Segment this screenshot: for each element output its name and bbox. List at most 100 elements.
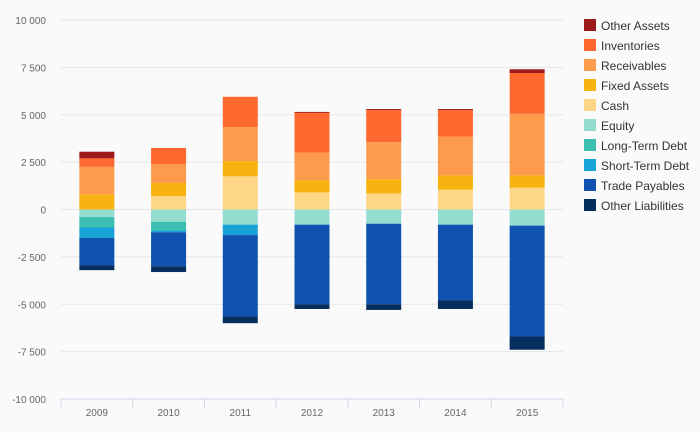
bar-segment-equity-2012 xyxy=(294,209,330,225)
bar-segment-receivables-2014 xyxy=(437,136,473,176)
bar-segment-equity-2011 xyxy=(222,209,258,225)
bar-segment-other-assets-2012 xyxy=(294,111,330,113)
legend-swatch xyxy=(584,159,596,171)
legend-swatch xyxy=(584,179,596,191)
legend-swatch xyxy=(584,199,596,211)
legend-swatch xyxy=(584,139,596,151)
y-tick-label: 10 000 xyxy=(15,16,46,27)
bar-segment-inventories-2011 xyxy=(222,96,258,128)
legend-label: Other Assets xyxy=(601,19,670,33)
bar-segment-short-term-debt-2009 xyxy=(79,227,115,238)
y-tick-label: 0 xyxy=(40,206,46,217)
bar-segment-cash-2014 xyxy=(437,189,473,210)
x-tick-label: 2009 xyxy=(86,408,109,419)
bar-segment-trade-payables-2010 xyxy=(151,232,187,267)
legend-item[interactable]: Short-Term Debt xyxy=(584,159,690,173)
bar-segment-fixed-assets-2009 xyxy=(79,194,115,210)
bar-segment-cash-2015 xyxy=(509,187,545,210)
legend-item[interactable]: Long-Term Debt xyxy=(584,139,688,153)
legend-swatch xyxy=(584,19,596,31)
legend-swatch xyxy=(584,39,596,51)
legend-label: Fixed Assets xyxy=(601,79,669,93)
bar-segment-cash-2011 xyxy=(222,176,258,210)
y-tick-label: -2 500 xyxy=(18,253,47,264)
bar-segment-inventories-2014 xyxy=(437,110,473,137)
bar-segment-other-assets-2015 xyxy=(509,69,545,74)
bar-segment-other-liabilities-2015 xyxy=(509,336,545,350)
bar-segment-inventories-2015 xyxy=(509,73,545,114)
legend-swatch xyxy=(584,119,596,131)
legend-item[interactable]: Other Assets xyxy=(584,19,670,33)
y-tick-label: 5 000 xyxy=(21,111,46,122)
y-tick-label: 7 500 xyxy=(21,63,46,74)
bar-segment-trade-payables-2015 xyxy=(509,225,545,337)
legend-item[interactable]: Receivables xyxy=(584,59,666,73)
x-tick-label: 2011 xyxy=(230,408,252,419)
bars xyxy=(79,69,545,350)
legend-item[interactable]: Equity xyxy=(584,119,634,133)
bar-segment-fixed-assets-2014 xyxy=(437,175,473,190)
y-tick-label: -7 500 xyxy=(18,348,47,359)
legend-item[interactable]: Trade Payables xyxy=(584,179,685,193)
bar-segment-receivables-2010 xyxy=(151,164,187,183)
bar-segment-equity-2014 xyxy=(437,209,473,225)
bar-segment-other-liabilities-2013 xyxy=(366,304,402,310)
x-tick-label: 2012 xyxy=(301,408,324,419)
bar-segment-cash-2012 xyxy=(294,192,330,210)
bar-segment-fixed-assets-2011 xyxy=(222,161,258,177)
bar-segment-fixed-assets-2012 xyxy=(294,180,330,193)
bar-segment-receivables-2009 xyxy=(79,166,115,195)
bar-segment-trade-payables-2014 xyxy=(437,224,473,301)
bar-segment-trade-payables-2012 xyxy=(294,224,330,305)
x-tick-label: 2013 xyxy=(373,408,396,419)
bar-segment-other-assets-2009 xyxy=(79,151,115,159)
bar-segment-fixed-assets-2015 xyxy=(509,175,545,188)
bar-segment-cash-2013 xyxy=(366,193,402,210)
legend-label: Inventories xyxy=(601,39,660,53)
bar-segment-inventories-2013 xyxy=(366,110,402,143)
legend-label: Receivables xyxy=(601,59,666,73)
bar-segment-receivables-2012 xyxy=(294,152,330,181)
bar-segment-other-liabilities-2009 xyxy=(79,265,115,271)
bar-segment-other-liabilities-2011 xyxy=(222,316,258,324)
legend-swatch xyxy=(584,99,596,111)
legend-swatch xyxy=(584,59,596,71)
legend-item[interactable]: Other Liabilities xyxy=(584,199,684,213)
bar-segment-other-liabilities-2014 xyxy=(437,300,473,309)
legend-swatch xyxy=(584,79,596,91)
bar-segment-other-liabilities-2012 xyxy=(294,304,330,309)
bar-segment-trade-payables-2011 xyxy=(222,235,258,317)
y-axis-ticks: 10 000 7 500 5 000 2 500 0 -2 500 -5 000 -7 500… xyxy=(12,16,46,406)
bar-segment-trade-payables-2013 xyxy=(366,223,402,305)
bar-segment-equity-2015 xyxy=(509,209,545,226)
bar-segment-fixed-assets-2010 xyxy=(151,182,187,197)
y-tick-label: -5 000 xyxy=(18,300,47,311)
bar-segment-trade-payables-2009 xyxy=(79,237,115,266)
bar-segment-short-term-debt-2010 xyxy=(151,230,187,233)
bar-segment-other-assets-2014 xyxy=(437,109,473,111)
legend-label: Short-Term Debt xyxy=(601,159,690,173)
y-tick-label: 2 500 xyxy=(21,158,46,169)
bar-segment-short-term-debt-2011 xyxy=(222,224,258,236)
bar-segment-fixed-assets-2013 xyxy=(366,179,402,194)
x-axis: 2009 2010 2011 2012 2013 2014 2015 xyxy=(60,398,564,419)
bar-segment-inventories-2010 xyxy=(151,147,187,165)
legend-label: Other Liabilities xyxy=(601,199,684,213)
x-tick-label: 2010 xyxy=(157,408,180,419)
bar-segment-other-assets-2013 xyxy=(366,109,402,111)
legend-label: Equity xyxy=(601,119,634,133)
bar-segment-receivables-2015 xyxy=(509,113,545,176)
bar-segment-inventories-2009 xyxy=(79,158,115,167)
legend: Other Assets Inventories Receivables Fixed … xyxy=(584,19,690,213)
bar-segment-equity-2013 xyxy=(366,209,402,224)
legend-item[interactable]: Inventories xyxy=(584,39,660,53)
legend-item[interactable]: Fixed Assets xyxy=(584,79,669,93)
y-tick-label: -10 000 xyxy=(12,395,46,406)
bar-segment-receivables-2013 xyxy=(366,142,402,180)
bar-segment-inventories-2012 xyxy=(294,112,330,153)
bar-segment-other-liabilities-2010 xyxy=(151,266,187,273)
bar-segment-receivables-2011 xyxy=(222,127,258,162)
bar-segment-equity-2010 xyxy=(151,209,187,222)
legend-item[interactable]: Cash xyxy=(584,99,629,113)
